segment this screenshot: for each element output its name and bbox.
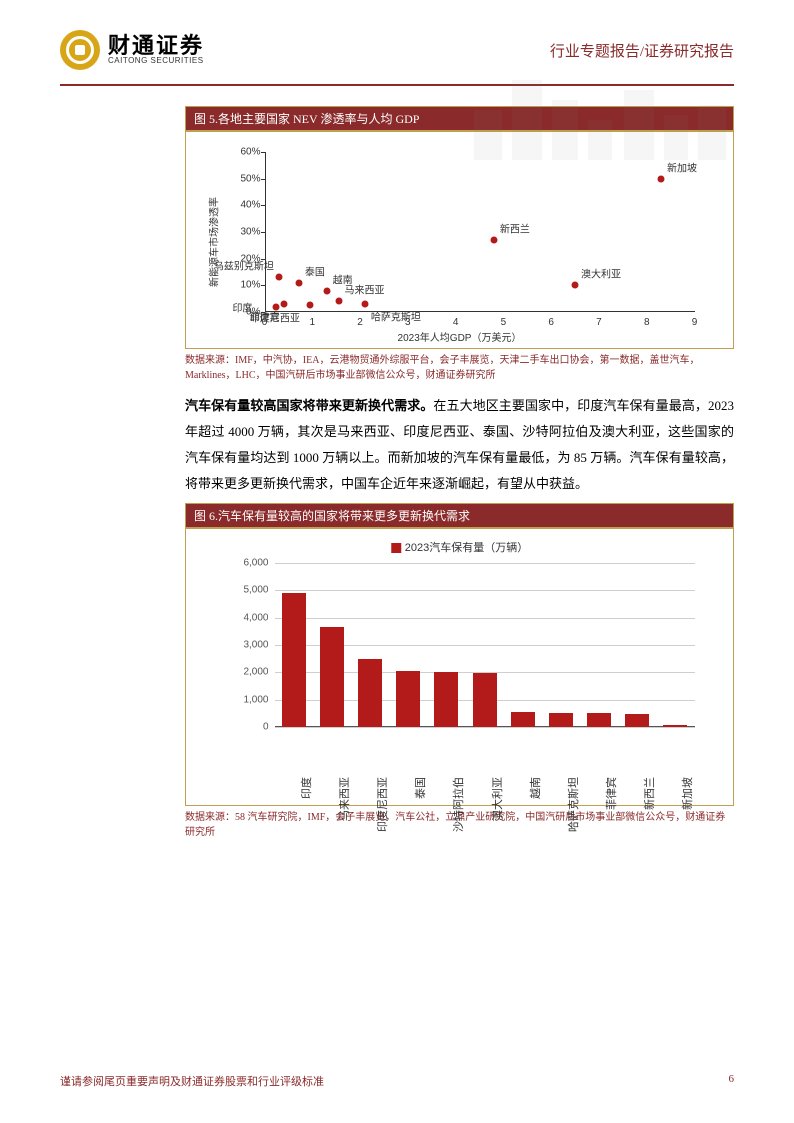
scatter-xtick: 9 bbox=[692, 317, 698, 328]
bar-xlabel: 马来西亚 bbox=[336, 777, 352, 821]
bar bbox=[587, 713, 611, 727]
bar-xlabel: 新西兰 bbox=[641, 777, 657, 810]
bar bbox=[396, 671, 420, 727]
bar-chart: 2023汽车保有量（万辆） 0 1,000 2,000 3,000 4,000 5,000… bbox=[205, 539, 715, 799]
scatter-xtick: 7 bbox=[596, 317, 602, 328]
bar-xlabel: 新加坡 bbox=[679, 777, 695, 810]
scatter-point bbox=[572, 282, 579, 289]
bar-ytick: 3,000 bbox=[225, 640, 269, 651]
scatter-xtick: 5 bbox=[501, 317, 507, 328]
legend-swatch bbox=[391, 543, 401, 553]
bar-xlabel: 沙特阿拉伯 bbox=[450, 777, 466, 832]
bar-ytick: 2,000 bbox=[225, 667, 269, 678]
bar-ytick: 6,000 bbox=[225, 558, 269, 569]
bar-xlabel: 哈萨克斯坦 bbox=[565, 777, 581, 832]
logo-cn: 财通证券 bbox=[108, 35, 204, 57]
bar bbox=[473, 673, 497, 727]
bar bbox=[358, 659, 382, 727]
bar bbox=[625, 714, 649, 727]
figure5-source: 数据来源：IMF，中汽协，IEA，云港物贸通外综服平台，会子丰展览，天津二手车出… bbox=[185, 353, 734, 383]
scatter-point bbox=[280, 301, 287, 308]
header-category: 行业专题报告/证券研究报告 bbox=[550, 40, 734, 61]
page-header: 财通证券 CAITONG SECURITIES 行业专题报告/证券研究报告 bbox=[0, 0, 794, 80]
scatter-point bbox=[361, 301, 368, 308]
scatter-point-label: 乌兹别克斯坦 bbox=[214, 258, 274, 273]
logo-en: CAITONG SECURITIES bbox=[108, 57, 204, 65]
scatter-point-label: 新西兰 bbox=[500, 221, 530, 236]
scatter-xtick: 2 bbox=[357, 317, 363, 328]
bar bbox=[511, 712, 535, 727]
scatter-xtick: 1 bbox=[309, 317, 315, 328]
bar-ytick: 1,000 bbox=[225, 694, 269, 705]
bar bbox=[434, 672, 458, 727]
scatter-point bbox=[306, 302, 313, 309]
bar-ytick: 0 bbox=[225, 722, 269, 733]
figure5-box: 新能源车市场渗透率 2023年人均GDP（万美元） 0%10%20%30%40%… bbox=[185, 131, 734, 349]
scatter-ytick: 50% bbox=[235, 173, 261, 184]
bar bbox=[549, 713, 573, 727]
logo-icon bbox=[60, 30, 100, 70]
scatter-point-label: 马来西亚 bbox=[345, 282, 385, 297]
scatter-point bbox=[335, 298, 342, 305]
bar-xlabel: 澳大利亚 bbox=[489, 777, 505, 821]
scatter-point bbox=[295, 279, 302, 286]
figure6-title: 图 6.汽车保有量较高的国家将带来更多更新换代需求 bbox=[185, 503, 734, 528]
scatter-ylabel: 新能源车市场渗透率 bbox=[205, 197, 220, 287]
content: 图 5.各地主要国家 NEV 渗透率与人均 GDP 新能源车市场渗透率 2023… bbox=[0, 86, 794, 840]
scatter-ytick: 40% bbox=[235, 200, 261, 211]
figure6-box: 2023汽车保有量（万辆） 0 1,000 2,000 3,000 4,000 5,000… bbox=[185, 528, 734, 806]
scatter-point bbox=[323, 287, 330, 294]
bar-ytick: 5,000 bbox=[225, 585, 269, 596]
logo: 财通证券 CAITONG SECURITIES bbox=[60, 30, 204, 70]
footer-disclaimer: 谨请参阅尾页重要声明及财通证券股票和行业评级标准 bbox=[60, 1073, 324, 1089]
bar-xlabel: 越南 bbox=[527, 777, 543, 799]
bar-xlabel: 泰国 bbox=[412, 777, 428, 799]
scatter-xtick: 4 bbox=[453, 317, 459, 328]
bar bbox=[663, 725, 687, 727]
scatter-xtick: 6 bbox=[548, 317, 554, 328]
bar-xlabel: 菲律宾 bbox=[603, 777, 619, 810]
scatter-ytick: 30% bbox=[235, 227, 261, 238]
bar-legend: 2023汽车保有量（万辆） bbox=[391, 539, 528, 555]
scatter-ytick: 60% bbox=[235, 147, 261, 158]
scatter-point-label: 哈萨克斯坦 bbox=[371, 309, 421, 324]
bar-xlabel: 印度尼西亚 bbox=[374, 777, 390, 832]
scatter-point-label: 印度尼西亚 bbox=[250, 310, 300, 325]
footer-page-number: 6 bbox=[729, 1073, 735, 1089]
bar bbox=[282, 593, 306, 727]
scatter-xtick: 8 bbox=[644, 317, 650, 328]
body-paragraph: 汽车保有量较高国家将带来更新换代需求。在五大地区主要国家中，印度汽车保有量最高，… bbox=[185, 393, 734, 497]
scatter-point bbox=[275, 274, 282, 281]
page-footer: 谨请参阅尾页重要声明及财通证券股票和行业评级标准 6 bbox=[60, 1073, 734, 1089]
scatter-point bbox=[490, 237, 497, 244]
bar bbox=[320, 627, 344, 727]
scatter-point-label: 澳大利亚 bbox=[581, 266, 621, 281]
legend-label: 2023汽车保有量（万辆） bbox=[405, 542, 528, 554]
scatter-chart: 新能源车市场渗透率 2023年人均GDP（万美元） 0%10%20%30%40%… bbox=[205, 142, 715, 342]
scatter-xlabel: 2023年人均GDP（万美元） bbox=[398, 329, 522, 344]
bar-ytick: 4,000 bbox=[225, 612, 269, 623]
scatter-point bbox=[658, 175, 665, 182]
scatter-point-label: 泰国 bbox=[305, 263, 325, 278]
bar-xlabel: 印度 bbox=[298, 777, 314, 799]
paragraph-lead: 汽车保有量较高国家将带来更新换代需求。 bbox=[185, 398, 433, 413]
scatter-ytick: 10% bbox=[235, 280, 261, 291]
scatter-point-label: 新加坡 bbox=[667, 159, 697, 174]
